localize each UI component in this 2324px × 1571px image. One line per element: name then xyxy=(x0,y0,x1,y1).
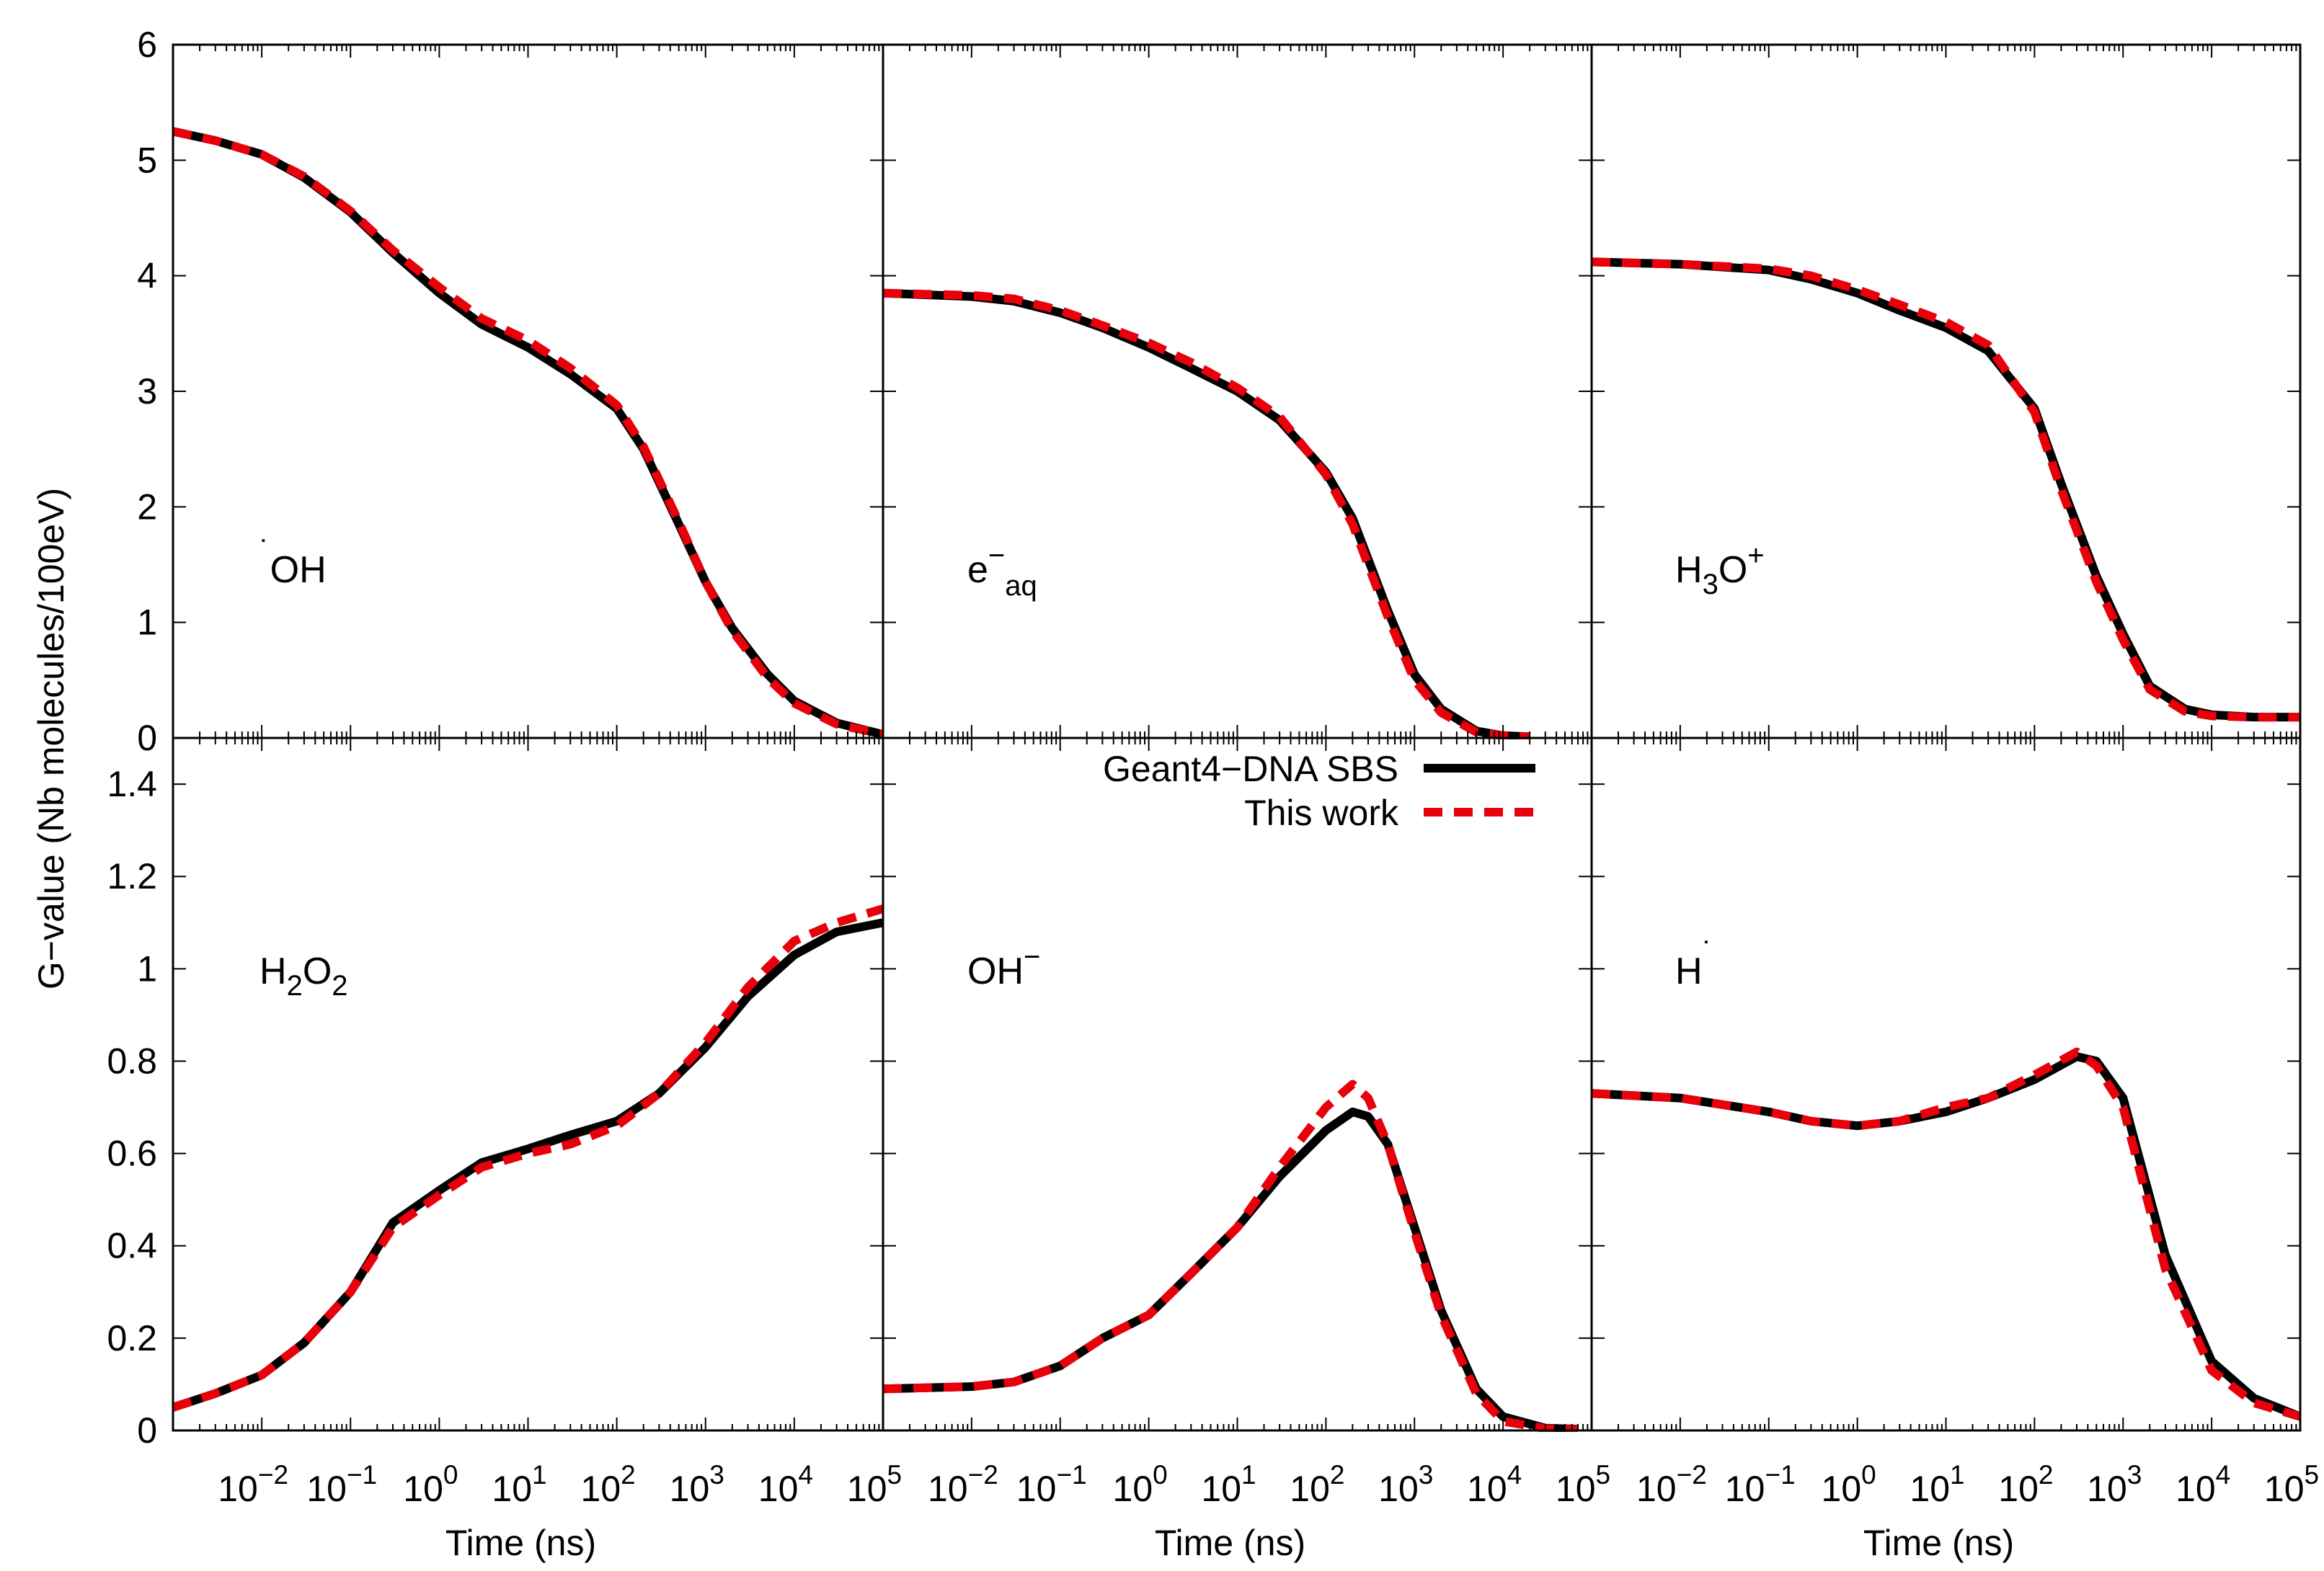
x-tick-label: 100 xyxy=(1822,1460,1876,1509)
x-tick-label: 10−2 xyxy=(928,1460,998,1509)
x-tick-label: 10−2 xyxy=(1636,1460,1707,1509)
series-line-sbs xyxy=(173,127,883,739)
series-line-sbs xyxy=(173,918,883,1412)
x-tick-label: 101 xyxy=(492,1460,546,1509)
x-tick-label: 104 xyxy=(2176,1460,2230,1509)
y-tick-label: 2 xyxy=(137,486,157,527)
x-tick-label: 10−2 xyxy=(218,1460,288,1509)
y-tick-label: 5 xyxy=(137,140,157,180)
y-tick-label: 6 xyxy=(137,25,157,65)
frame-layer xyxy=(172,43,2302,1432)
y-tick-label: 0.2 xyxy=(107,1318,157,1358)
species-label: ˙OH xyxy=(260,534,327,591)
series-line-sbs xyxy=(883,288,1530,739)
legend-label-sbs: Geant4−DNA SBS xyxy=(1103,749,1398,789)
x-tick-label: 100 xyxy=(403,1460,458,1509)
species-label: H˙ xyxy=(1675,935,1713,992)
x-tick-label: 102 xyxy=(1290,1460,1344,1509)
x-tick-label: 10−1 xyxy=(1725,1460,1796,1509)
x-tick-label: 105 xyxy=(1556,1460,1610,1509)
series-line-work xyxy=(1592,257,2300,722)
y-tick-label: 1.4 xyxy=(107,764,157,804)
x-tick-label: 103 xyxy=(1378,1460,1433,1509)
labels-layer: 0 1 2 3 4 5 6 0 0.2 0.4 0.6 0.8 1 1.2 1.4 10−2 10−1 100 10… xyxy=(107,25,2319,1563)
series-line-sbs xyxy=(1592,257,2300,722)
x-tick-label: 105 xyxy=(847,1460,902,1509)
x-axis-title: Time (ns) xyxy=(445,1523,596,1563)
y-tick-label: 1 xyxy=(137,948,157,989)
y-tick-label: 3 xyxy=(137,371,157,411)
y-tick-label: 1 xyxy=(137,602,157,643)
x-axis-title: Time (ns) xyxy=(1863,1523,2014,1563)
y-tick-label: 0.6 xyxy=(107,1134,157,1174)
y-tick-label: 1.2 xyxy=(107,856,157,896)
series-line-work xyxy=(1592,1047,2300,1421)
x-tick-label: 101 xyxy=(1201,1460,1256,1509)
y-tick-label: 0 xyxy=(137,718,157,758)
x-tick-label: 100 xyxy=(1113,1460,1168,1509)
x-tick-label: 10−1 xyxy=(1016,1460,1087,1509)
series-line-work xyxy=(173,904,883,1412)
series-line-sbs xyxy=(1592,1052,2300,1421)
x-axis-title: Time (ns) xyxy=(1155,1523,1305,1563)
curves-layer xyxy=(173,127,2300,1432)
series-line-work xyxy=(173,127,883,739)
legend: Geant4−DNA SBS This work xyxy=(1103,749,1535,833)
x-tick-label: 101 xyxy=(1910,1460,1964,1509)
y-tick-label: 0.8 xyxy=(107,1041,157,1081)
y-axis-title: G−value (Nb molecules/100eV) xyxy=(31,488,71,989)
legend-label-work: This work xyxy=(1244,793,1399,833)
x-tick-label: 102 xyxy=(581,1460,636,1509)
x-tick-label: 105 xyxy=(2264,1460,2319,1509)
x-tick-label: 104 xyxy=(1467,1460,1522,1509)
x-tick-label: 103 xyxy=(2087,1460,2142,1509)
species-label: H3O+ xyxy=(1675,540,1765,600)
series-line-work xyxy=(883,1080,1579,1432)
species-label: OH− xyxy=(967,941,1040,992)
species-label: H2O2 xyxy=(260,951,348,1002)
y-tick-label: 0 xyxy=(137,1410,157,1451)
x-tick-label: 10−1 xyxy=(306,1460,377,1509)
series-line-work xyxy=(883,288,1530,739)
x-tick-label: 103 xyxy=(670,1460,724,1509)
y-tick-label: 4 xyxy=(137,256,157,296)
species-label: e−aq xyxy=(967,540,1037,602)
x-tick-label: 104 xyxy=(758,1460,813,1509)
x-tick-label: 102 xyxy=(1998,1460,2053,1509)
y-tick-label: 0.4 xyxy=(107,1226,157,1266)
